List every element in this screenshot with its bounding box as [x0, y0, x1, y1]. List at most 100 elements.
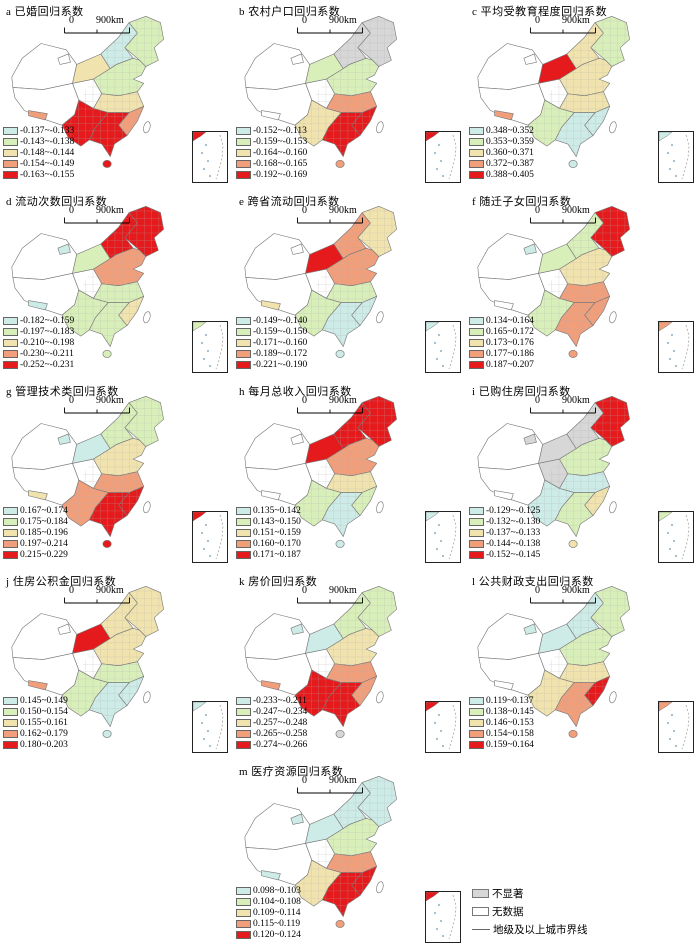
legend-item: -0.221~-0.190 — [236, 360, 307, 370]
inset-coast — [425, 131, 440, 142]
legend-range: 0.151~0.159 — [253, 528, 301, 538]
panel-title: c 平均受教育程度回归系数 — [472, 6, 608, 18]
scale-bar: 0 900km — [297, 206, 397, 224]
legend-range: -0.182~-0.159 — [20, 316, 75, 326]
legend-swatch — [236, 317, 251, 325]
legend-range: -0.144~-0.138 — [486, 539, 541, 549]
legend-item: 0.187~0.207 — [469, 360, 534, 370]
scale-distance-label: 900km — [329, 775, 357, 786]
inset-coast — [425, 511, 440, 522]
china-choropleth-map — [11, 585, 164, 738]
scale-bar-line — [64, 597, 130, 604]
scale-bar-line — [297, 27, 363, 34]
nine-dash-line — [448, 324, 457, 370]
inset-islands — [433, 143, 445, 178]
china-choropleth-map — [244, 395, 397, 548]
legend-range: -0.152~-0.113 — [253, 126, 307, 136]
nine-dash-line — [215, 324, 224, 370]
legend-swatch — [469, 697, 484, 705]
region-xinjiang — [244, 803, 311, 850]
panel-title: d 流动次数回归系数 — [6, 196, 108, 208]
legend-range: -0.230~-0.211 — [20, 349, 74, 359]
legend-range: -0.197~-0.183 — [20, 327, 75, 337]
legend-item: -0.149~-0.140 — [236, 316, 307, 326]
south-china-sea-inset — [192, 511, 228, 563]
panel-title: i 已购住房回归系数 — [472, 386, 571, 398]
china-choropleth-map — [244, 15, 397, 168]
scale-zero-label: 0 — [535, 585, 540, 596]
legend-swatch — [3, 540, 18, 548]
scale-distance-label: 900km — [329, 395, 357, 406]
south-china-sea-inset-map — [425, 701, 457, 750]
legend-range: -0.233~-0.211 — [253, 696, 307, 706]
legend-item: -0.132~-0.130 — [469, 517, 540, 527]
scale-bar: 0 900km — [64, 206, 164, 224]
scale-bar-line — [297, 217, 363, 224]
legend-range: 0.353~0.359 — [486, 137, 534, 147]
inset-coast — [192, 131, 207, 142]
legend-item: -0.252~-0.231 — [3, 360, 74, 370]
legend-range: -0.252~-0.231 — [20, 360, 75, 370]
region-xinjiang — [477, 233, 544, 280]
region-taiwan-island — [609, 121, 617, 134]
legend-swatch — [469, 317, 484, 325]
region-xinjiang — [244, 233, 311, 280]
scale-bar: 0 900km — [64, 586, 164, 604]
class-legend: 0.098~0.103 0.104~0.108 0.109~0.114 0.115~0… — [236, 885, 301, 940]
region-xinjiang-patch — [290, 813, 304, 825]
legend-item: 0.120~0.124 — [236, 930, 301, 940]
map-panel-c: c 平均受教育程度回归系数 0 900km 0.348~0.352 0.353~0… — [466, 0, 699, 190]
legend-swatch — [236, 127, 251, 135]
legend-item: 0.173~0.176 — [469, 338, 534, 348]
legend-range: 0.165~0.172 — [486, 327, 534, 337]
legend-range: 0.173~0.176 — [486, 338, 534, 348]
legend-range: 0.104~0.108 — [253, 897, 301, 907]
region-xinjiang-patch — [523, 243, 537, 255]
inset-coast — [425, 701, 440, 712]
legend-swatch — [236, 518, 251, 526]
legend-item: 0.155~0.161 — [3, 718, 68, 728]
scale-bar-line — [530, 597, 596, 604]
legend-swatch — [236, 529, 251, 537]
legend-range: 0.348~0.352 — [486, 126, 534, 136]
legend-swatch — [236, 551, 251, 559]
legend-swatch — [236, 138, 251, 146]
region-xinjiang-patch — [57, 53, 71, 65]
region-xinjiang — [11, 613, 78, 660]
south-china-sea-inset-map — [425, 511, 457, 560]
boundary-line-label: 地级及以上城市界线 — [493, 924, 588, 936]
panel-title: m 医疗资源回归系数 — [239, 766, 344, 778]
legend-range: -0.274~-0.266 — [253, 740, 308, 750]
region-hainan-island — [335, 729, 345, 738]
map-panel-d: d 流动次数回归系数 0 900km -0.182~-0.159 -0.197~-… — [0, 190, 233, 380]
class-legend: -0.233~-0.211 -0.247~-0.234 -0.257~-0.248-… — [236, 695, 307, 750]
legend-range: -0.171~-0.160 — [253, 338, 308, 348]
south-china-sea-inset — [658, 321, 694, 373]
legend-item: -0.129~-0.125 — [469, 506, 540, 516]
legend-swatch — [3, 697, 18, 705]
city-boundary-mesh — [295, 776, 397, 917]
region-hainan-island — [335, 159, 345, 168]
legend-item-no-data: 无数据 — [472, 902, 588, 920]
inset-islands — [666, 333, 678, 368]
scale-distance-label: 900km — [329, 205, 357, 216]
legend-swatch — [469, 127, 484, 135]
region-xinjiang-patch — [290, 53, 304, 65]
china-choropleth-map — [244, 775, 397, 928]
legend-swatch — [469, 149, 484, 157]
inset-coast — [192, 511, 207, 522]
legend-item: 0.165~0.172 — [469, 327, 534, 337]
nine-dash-line — [215, 134, 224, 180]
legend-swatch — [3, 317, 18, 325]
region-xinjiang-patch — [523, 623, 537, 635]
legend-swatch — [236, 328, 251, 336]
region-xinjiang — [477, 423, 544, 470]
class-legend: -0.152~-0.113 -0.159~-0.153 -0.164~-0.160-… — [236, 125, 307, 180]
city-boundary-mesh — [62, 206, 164, 347]
scale-bar: 0 900km — [530, 206, 630, 224]
legend-range: 0.154~0.158 — [486, 729, 534, 739]
map-panel-a: a 已婚回归系数 0 900km -0.137~-0.133 -0.143~-0.… — [0, 0, 233, 190]
class-legend: 0.119~0.137 0.138~0.145 0.146~0.153 0.154~0… — [469, 695, 534, 750]
nine-dash-line — [448, 704, 457, 750]
legend-range: -0.154~-0.149 — [20, 159, 75, 169]
